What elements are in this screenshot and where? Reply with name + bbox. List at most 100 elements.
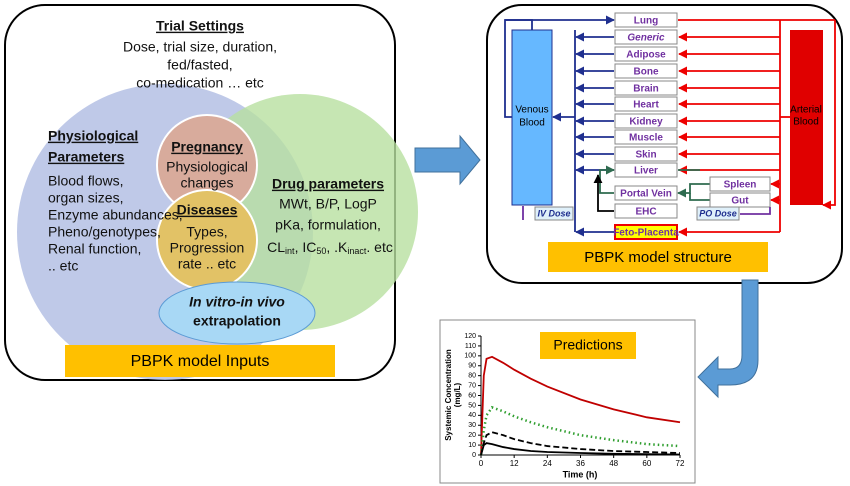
compartment-box: [614, 63, 678, 79]
y-axis-label: Systemic Concentration: [444, 349, 453, 441]
ivive-ellipse: [158, 281, 316, 345]
compartment-label: Skin: [635, 150, 656, 161]
compartment-label: Liver: [634, 166, 658, 177]
compartment-box: [709, 192, 771, 208]
arrow-right: [414, 134, 481, 186]
inputs-footer-box: [65, 345, 335, 377]
compartment-box: [614, 113, 678, 129]
compartment-label: Adipose: [626, 50, 666, 61]
compartment-box: [614, 12, 678, 28]
y-tick-label: 40: [468, 412, 476, 419]
diseases-line: Types,: [186, 224, 227, 240]
compartment-label: Generic: [627, 33, 665, 44]
y-tick-label: 100: [464, 353, 476, 360]
compartment-box: [614, 129, 678, 145]
pregnancy-line: changes: [181, 175, 234, 191]
compartment-box: [614, 96, 678, 112]
series-line: [480, 442, 681, 456]
gut-flow: [689, 193, 710, 201]
drug-line-part: . etc: [366, 239, 392, 255]
drug-line-part: CL: [267, 239, 285, 255]
physio-title: Physiological: [48, 128, 138, 144]
structure-footer: PBPK model structure: [584, 249, 732, 266]
y-tick-label: 80: [468, 373, 476, 380]
arrow-down: [697, 279, 759, 399]
y-tick-label: 30: [468, 422, 476, 429]
compartment-box: [614, 224, 678, 240]
physio-line: Enzyme abundances,: [48, 207, 183, 223]
compartment-label: Portal Vein: [620, 189, 672, 200]
x-tick-label: 60: [642, 459, 651, 468]
series-line: [479, 405, 681, 456]
inputs-footer: PBPK model Inputs: [131, 353, 270, 370]
compartment-label: EHC: [635, 207, 656, 218]
lung-return: [822, 20, 836, 210]
compartment-label: Lung: [634, 16, 658, 27]
physio-line: .. etc: [48, 258, 78, 274]
compartment-box: [709, 176, 771, 192]
physio-line: organ sizes,: [48, 190, 123, 206]
compartment-label: Kidney: [629, 117, 663, 128]
y-tick-label: 70: [468, 382, 476, 389]
y-axis-label: (mg/L): [453, 382, 462, 407]
compartment-label: Gut: [731, 196, 749, 207]
diseases-line: Progression: [170, 240, 245, 256]
venous-box: [511, 29, 553, 206]
x-tick-label: 24: [543, 459, 552, 468]
ivive-line: extrapolation: [193, 313, 281, 329]
venous-label: Blood: [519, 118, 545, 129]
compartment-label: Spleen: [724, 180, 757, 191]
x-tick-label: 36: [576, 459, 585, 468]
compartment-box: [614, 46, 678, 62]
venous-label: Venous: [515, 105, 548, 116]
compartment-label: Bone: [634, 67, 659, 78]
arterial-box: [790, 30, 823, 205]
drug-line-part: inact: [347, 246, 367, 256]
compartment-box: [614, 146, 678, 162]
predictions-title: Predictions: [553, 337, 622, 353]
compartment-box: [614, 29, 678, 45]
drug-line-part: , .K: [326, 239, 348, 255]
x-tick-label: 72: [676, 459, 685, 468]
physio-line: Blood flows,: [48, 173, 123, 189]
compartment-label: Muscle: [629, 133, 663, 144]
y-tick-label: 60: [468, 392, 476, 399]
drug-line-part: int: [285, 246, 295, 256]
y-tick-label: 50: [468, 402, 476, 409]
drug-line: CLint, IC50, .Kinact. etc: [267, 239, 393, 257]
drug-line-part: , IC: [295, 239, 317, 255]
diseases-line: rate .. etc: [178, 256, 236, 272]
y-tick-label: 0: [472, 452, 476, 459]
ivive-line: In vitro-in vivo: [189, 294, 285, 310]
drug-line-part: 50: [316, 246, 326, 256]
x-tick-label: 48: [609, 459, 618, 468]
compartment-label: Brain: [633, 84, 659, 95]
y-tick-label: 10: [468, 442, 476, 449]
y-tick-label: 20: [468, 432, 476, 439]
compartment-box: [614, 203, 678, 219]
dose-box: [534, 206, 574, 221]
dose-box: [696, 206, 740, 221]
dose-label: PO Dose: [699, 208, 737, 218]
spleen-flow: [677, 183, 710, 198]
physio-line: Renal function,: [48, 241, 141, 257]
compartment-box: [614, 80, 678, 96]
predictions-title-box: [540, 332, 636, 359]
trial-line: Dose, trial size, duration,: [123, 39, 277, 55]
compartment-box: [614, 185, 678, 201]
y-tick-label: 110: [465, 343, 476, 350]
diseases-title: Diseases: [177, 202, 238, 218]
physio-title: Parameters: [48, 149, 124, 165]
compartment-box: [614, 162, 678, 178]
trial-line: co-medication … etc: [136, 75, 264, 91]
physio-line: Pheno/genotypes,: [48, 224, 161, 240]
pregnancy-line: Physiological: [166, 159, 248, 175]
series-line: [480, 431, 681, 456]
arterial-label: Arterial: [790, 105, 822, 116]
x-tick-label: 0: [479, 459, 484, 468]
dose-label: IV Dose: [537, 208, 570, 218]
ehc-flow: [593, 174, 614, 212]
pregnancy-title: Pregnancy: [171, 139, 243, 155]
trial-title: Trial Settings: [156, 18, 244, 34]
